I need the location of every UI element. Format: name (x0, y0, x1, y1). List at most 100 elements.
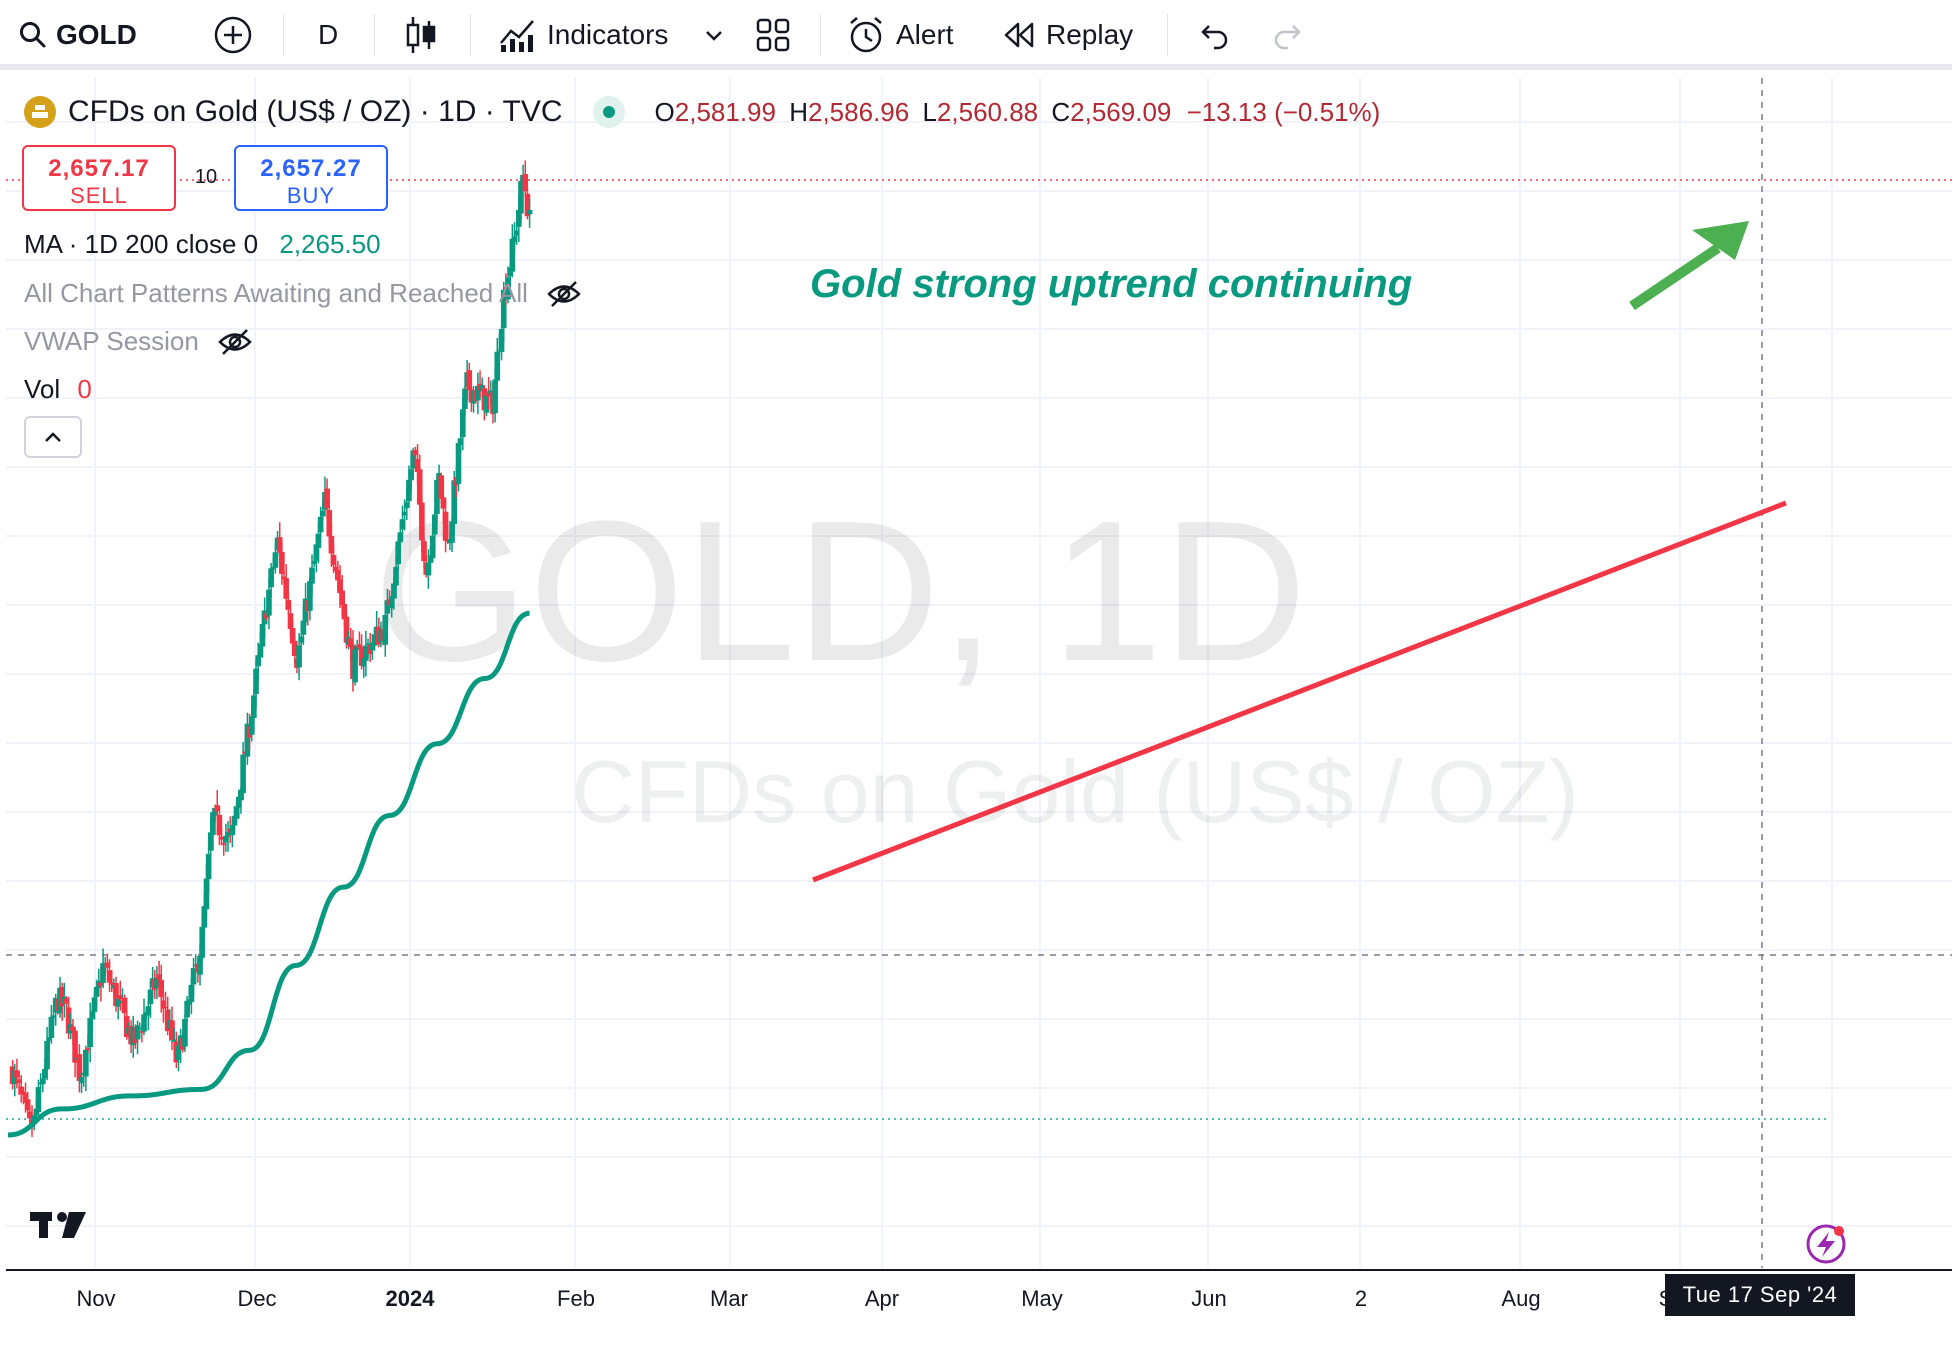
candle-body (42, 1068, 48, 1079)
interval-button[interactable]: D (318, 0, 338, 70)
price-chart[interactable]: GOLD, 1D CFDs on Gold (US$ / OZ) Gold st… (0, 76, 1952, 1340)
candle-body (197, 955, 203, 975)
candle-body (272, 552, 279, 568)
candle-body (65, 1007, 72, 1034)
candle-body (210, 812, 216, 836)
candle-body (339, 590, 345, 605)
undo-button[interactable] (1196, 0, 1230, 70)
candle-body (154, 977, 160, 989)
candle-body (498, 328, 505, 352)
annotation-text: Gold strong uptrend continuing (810, 262, 1412, 306)
candle-body (332, 566, 339, 572)
candle-body (399, 519, 406, 530)
replay-button[interactable]: Replay (1002, 0, 1133, 70)
low-label: L (922, 96, 937, 127)
candle-body (371, 634, 378, 646)
interval-label: D (318, 19, 339, 50)
watermark-line1: GOLD, 1D (373, 480, 1307, 703)
market-status-dot[interactable] (592, 96, 625, 128)
instrument-title[interactable]: CFDs on Gold (US$ / OZ) · 1D · TVC (68, 95, 563, 128)
crosshair-date-label: Tue 17 Sep '24 (1665, 1274, 1855, 1316)
volume-legend[interactable]: Vol 0 (24, 374, 92, 405)
candle-body (89, 1011, 96, 1019)
candle-body (348, 638, 354, 648)
candle-body (356, 644, 363, 648)
templates-dropdown[interactable] (703, 0, 725, 70)
chevron-up-icon (45, 432, 61, 442)
candle-body (522, 174, 529, 192)
candle-body (451, 480, 457, 525)
compare-add-button[interactable] (212, 0, 254, 70)
lightning-icon (1806, 1224, 1846, 1264)
candle-body (59, 986, 65, 1007)
candles (9, 160, 533, 1137)
candle-body (76, 1054, 83, 1081)
candle-body (136, 1027, 143, 1030)
buy-button[interactable]: 2,657.27 BUY (234, 145, 388, 211)
candle-body (513, 230, 520, 236)
candle-body (108, 982, 115, 985)
ma-value: 2,265.50 (279, 229, 381, 259)
candle-body (285, 599, 292, 610)
candle-body (83, 1049, 89, 1077)
collapse-legend-button[interactable] (24, 416, 82, 458)
eye-hidden-icon[interactable] (217, 327, 253, 357)
legend-header: CFDs on Gold (US$ / OZ) · 1D · TVC O2,58… (24, 95, 1380, 129)
candle-body (171, 1039, 177, 1042)
candle-body (421, 541, 427, 562)
candle-body (27, 1111, 33, 1119)
candle-body (365, 643, 371, 645)
candle-body (307, 581, 313, 611)
candle-body (100, 963, 106, 984)
layout-button[interactable] (755, 0, 791, 70)
chart-area[interactable]: GOLD, 1D CFDs on Gold (US$ / OZ) Gold st… (0, 76, 1952, 1340)
candle-body (326, 510, 333, 537)
candle-body (238, 789, 244, 801)
candle-body (91, 997, 98, 1012)
x-tick-label: Aug (1501, 1286, 1540, 1311)
sell-button[interactable]: 2,657.17 SELL (22, 145, 176, 211)
candle-body (115, 998, 121, 1007)
redo-button[interactable] (1272, 0, 1306, 70)
patterns-label: All Chart Patterns Awaiting and Reached … (24, 278, 528, 308)
candle-body (408, 469, 414, 481)
candle-body (233, 806, 240, 819)
candle-body (231, 815, 238, 826)
candle-body (156, 974, 162, 980)
alert-button[interactable]: Alert (846, 0, 954, 70)
indicators-button[interactable]: Indicators (497, 0, 668, 70)
eye-hidden-icon[interactable] (546, 279, 582, 309)
x-tick-label: Apr (865, 1286, 899, 1311)
candle-body (169, 1020, 175, 1041)
alert-label: Alert (896, 19, 954, 50)
candle-body (141, 1014, 147, 1032)
candle-body (251, 695, 257, 718)
vwap-legend[interactable]: VWAP Session (24, 326, 253, 357)
candle-body (388, 596, 395, 609)
candle-body (311, 560, 317, 564)
candle-body (483, 394, 490, 413)
alarm-clock-icon (850, 17, 882, 53)
gold-bars-icon (24, 96, 56, 128)
patterns-legend[interactable]: All Chart Patterns Awaiting and Reached … (24, 278, 582, 309)
candle-body (438, 475, 445, 499)
candle-body (203, 878, 210, 910)
candle-body (404, 502, 410, 509)
candle-body (78, 1077, 85, 1084)
ma-legend[interactable]: MA · 1D 200 close 0 2,265.50 (24, 229, 381, 260)
candle-body (358, 646, 365, 666)
chart-type-button[interactable] (404, 0, 438, 70)
uptrend-arrow (1629, 221, 1749, 311)
candle-body (526, 210, 533, 215)
candle-body (188, 984, 195, 1003)
candle-body (296, 645, 302, 668)
trendline (812, 500, 1787, 883)
candle-body (255, 655, 261, 667)
candle-body (98, 982, 104, 986)
candle-body (259, 624, 266, 647)
candle-body (175, 1045, 182, 1060)
symbol-search[interactable]: GOLD (18, 0, 137, 70)
candle-body (412, 449, 419, 456)
candle-body (39, 1078, 46, 1085)
chevron-down-icon (706, 31, 722, 41)
